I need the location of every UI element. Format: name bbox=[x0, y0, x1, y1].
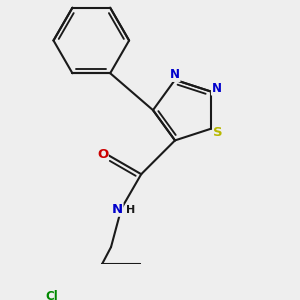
Text: N: N bbox=[170, 68, 180, 81]
Text: O: O bbox=[97, 148, 108, 161]
Text: S: S bbox=[213, 126, 222, 139]
Text: N: N bbox=[212, 82, 221, 95]
Text: H: H bbox=[126, 205, 135, 214]
Text: Cl: Cl bbox=[45, 290, 58, 300]
Text: N: N bbox=[112, 203, 123, 216]
